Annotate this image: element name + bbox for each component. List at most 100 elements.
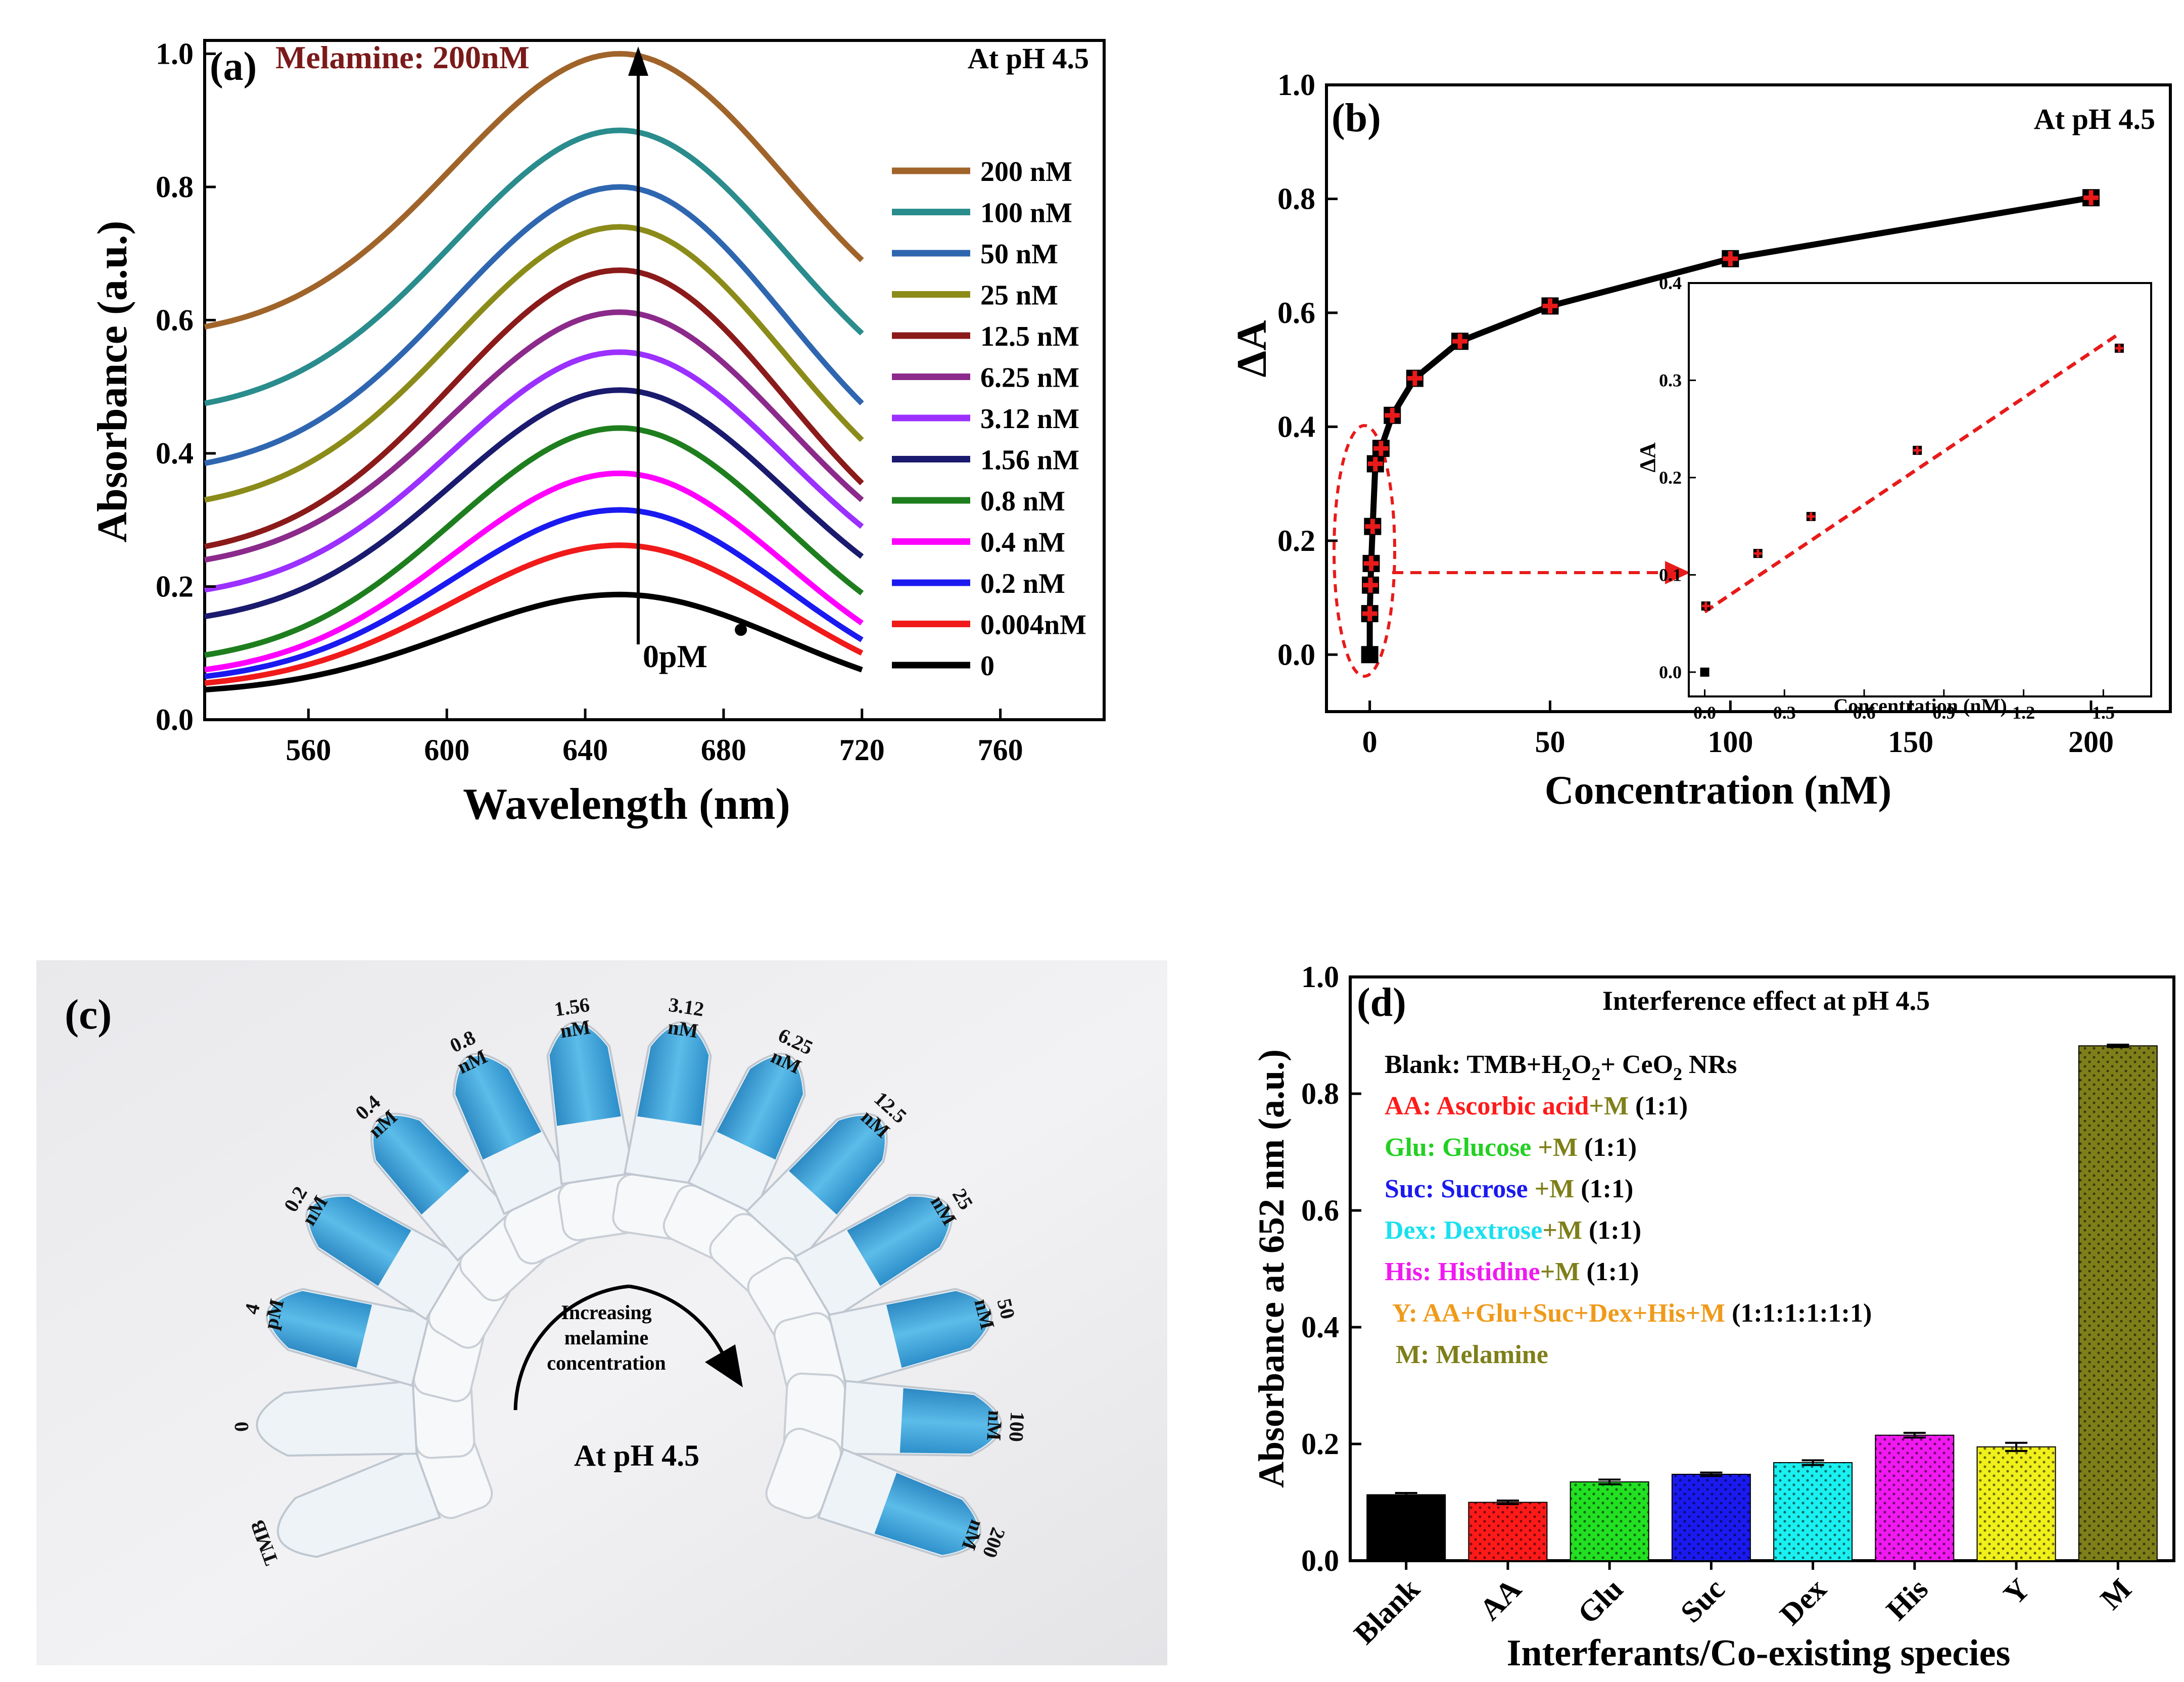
y-axis-label-a: Absorbance (a.u.) [89,220,136,542]
series-line-0.8nM [204,425,864,658]
error-cross-b [1365,519,1381,534]
x-tick-label-b: 150 [1888,725,1933,759]
tube: 200nM [765,1427,1010,1561]
y-tick-label-b: 0.4 [1277,410,1315,443]
tube-label: nM [982,1410,1007,1441]
bar-texture-blank [1367,1494,1446,1561]
tube-label: nM [558,1015,592,1042]
increasing-arc [513,1284,630,1411]
bar-texture-m [2078,1046,2157,1561]
low-range-highlight-ellipse [1333,424,1396,678]
y-tick-label-a: 0.6 [156,303,194,337]
bar-texture-glu [1570,1482,1649,1561]
x-tick-label-b: 100 [1707,725,1753,759]
y-tick-label-b: 0.0 [1277,638,1315,671]
tube-body [276,1447,441,1558]
y-tick-label-a: 0.0 [156,703,194,736]
tube-liquid [789,1115,885,1215]
fit-line-inset [1703,332,2120,614]
legend-item-d: M: Melamine [1396,1340,1548,1369]
y-tick-label-inset: 0.2 [1659,468,1682,488]
series-line-50nM [204,184,864,466]
x-tick-label-inset: 0.9 [1932,703,1955,723]
series-line-100nM [204,127,864,406]
legend-label-a: 100 nM [980,198,1072,229]
series-line-0 [204,591,863,693]
x-tick-label-b: 0 [1362,725,1378,759]
y-tick-label-inset: 0.1 [1659,565,1682,585]
tube-liquid [874,1473,978,1555]
error-bar-dex [1801,1459,1824,1466]
annotation-melamine: Melamine: 200nM [275,39,530,75]
x-tick-label-a: 680 [701,733,746,767]
error-cross-b [1407,370,1422,386]
x-tick-label-b: 50 [1535,725,1565,759]
error-cross-b [1363,555,1379,571]
bar-texture-aa [1468,1502,1547,1561]
x-tick-label-inset: 1.5 [2092,703,2115,723]
bar-texture-y [1977,1446,2056,1561]
panel-label-b: (b) [1332,96,1381,141]
panel-label-c: (c) [65,991,112,1038]
error-bar-glu [1598,1478,1621,1485]
series-line-200nM [204,51,864,330]
y-tick-label-b: 0.8 [1277,182,1315,215]
inset-y-axis-label: ΔA [1635,442,1660,473]
series-line-25nM [204,224,864,503]
tube-liquid [373,1115,469,1215]
y-tick-label-a: 0.4 [156,437,194,470]
legend-label-a: 0.004nM [980,610,1086,641]
error-cross-b [1362,606,1378,622]
bar-texture-dex [1774,1462,1853,1561]
photo-caption-2: melamine [564,1326,649,1349]
error-bar-aa [1496,1500,1519,1505]
legend-item-d: Dex: Dextrose+M (1:1) [1385,1216,1641,1245]
error-cross-inset [1913,446,1922,455]
error-bar-blank [1395,1492,1417,1498]
plot-frame-inset [1688,282,2152,697]
tube-label: 100 [1005,1411,1029,1442]
legend-label-a: 1.56 nM [980,445,1079,476]
x-tick-label-inset: 1.2 [2012,703,2035,723]
y-tick-label-b: 1.0 [1277,68,1315,102]
tube-liquid [455,1056,542,1160]
panel-label-d: (d) [1357,980,1406,1025]
legend-label-a: 0 [980,650,994,682]
panel-d-bar-chart: 0.0 0.2 0.4 0.6 0.8 1.0 Blank AA Glu Suc Dex His Y M… [1251,960,2175,1674]
y-tick-label-inset: 0.3 [1659,370,1682,390]
y-tick-label-d: 0.8 [1301,1077,1339,1110]
error-cross-inset [1753,549,1762,558]
y-axis-label-b: ΔA [1228,320,1275,378]
legend-label-a: 0.4 nM [980,527,1065,558]
tube-label: 1.56 [553,993,591,1021]
tube-liquid [308,1196,411,1286]
x-tick-label-a: 720 [839,733,885,767]
panel-label-a: (a) [210,44,257,89]
bar-texture-suc [1672,1474,1750,1561]
error-cross-b [1542,298,1558,314]
y-tick-label-d: 0.4 [1301,1311,1339,1344]
x-tick-label-d: Blank [1348,1572,1427,1651]
inset-x-axis-label: Concentration (nM) [1833,694,2007,717]
zoom-arrowhead [1665,561,1690,584]
x-tick-label-a: 600 [424,733,469,767]
y-tick-label-d: 0.0 [1301,1544,1339,1577]
x-tick-label-d: Suc [1674,1572,1731,1629]
tube-liquid [269,1291,372,1368]
tube-label: 3.12 [667,993,705,1021]
plot-frame-b [1325,83,2172,713]
error-cross-inset [1701,602,1710,610]
tube-liquid [717,1056,803,1160]
error-cross-b [1452,334,1468,349]
tube-label: nM [667,1015,700,1042]
y-axis-label-d: Absorbance at 652 nm (a.u.) [1251,1049,1292,1488]
x-tick-label-d: Dex [1773,1572,1832,1631]
y-tick-label-d: 0.2 [1301,1427,1339,1461]
legend-item-blank: Blank: TMB+H2O2+ CeO2 NRs [1385,1050,1737,1084]
error-cross-b [1363,577,1379,593]
x-tick-label-d: Glu [1571,1572,1629,1630]
data-point-b [1361,646,1379,664]
